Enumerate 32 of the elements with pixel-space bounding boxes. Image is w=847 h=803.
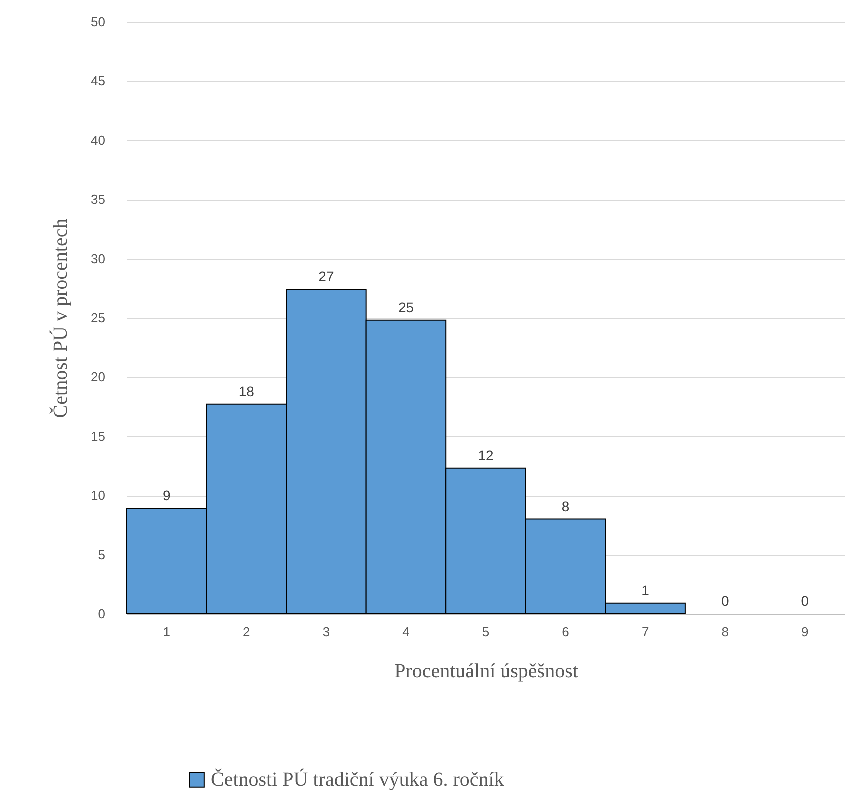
y-tick-label: 45 xyxy=(91,74,106,89)
data-label: 8 xyxy=(562,498,570,514)
x-tick-label: 2 xyxy=(243,624,250,640)
y-tick-label: 20 xyxy=(91,370,106,385)
y-tick-label: 10 xyxy=(91,488,106,504)
data-label: 12 xyxy=(478,447,494,464)
x-tick-label: 1 xyxy=(163,624,171,640)
data-label: 0 xyxy=(801,593,810,609)
data-label: 18 xyxy=(238,383,255,400)
x-tick-label: 3 xyxy=(322,624,330,640)
y-tick-label: 35 xyxy=(91,192,106,208)
data-label: 25 xyxy=(398,299,414,316)
y-axis-title: Četnost PÚ v procentech xyxy=(49,218,72,418)
data-label: 0 xyxy=(721,593,730,609)
x-tick-label: 8 xyxy=(722,624,729,640)
y-tick-label: 30 xyxy=(91,251,106,266)
y-tick-label: 50 xyxy=(91,14,106,30)
y-tick-label: 15 xyxy=(91,428,106,444)
x-axis-title: Procentuální úspěšnost xyxy=(394,660,579,682)
y-tick-label: 25 xyxy=(91,310,106,326)
data-label: 9 xyxy=(162,488,171,504)
y-tick-label: 0 xyxy=(98,606,106,622)
y-tick-label: 5 xyxy=(98,547,106,562)
y-tick-label: 40 xyxy=(91,132,106,148)
legend-label: Četnosti PÚ tradiční výuka 6. ročník xyxy=(211,768,504,791)
data-label: 27 xyxy=(318,268,334,285)
x-tick-label: 7 xyxy=(642,624,650,640)
x-tick-label: 9 xyxy=(801,624,809,640)
data-label: 1 xyxy=(642,582,650,598)
x-tick-label: 5 xyxy=(482,624,490,640)
x-tick-label: 6 xyxy=(562,624,570,640)
x-tick-label: 4 xyxy=(402,624,410,640)
